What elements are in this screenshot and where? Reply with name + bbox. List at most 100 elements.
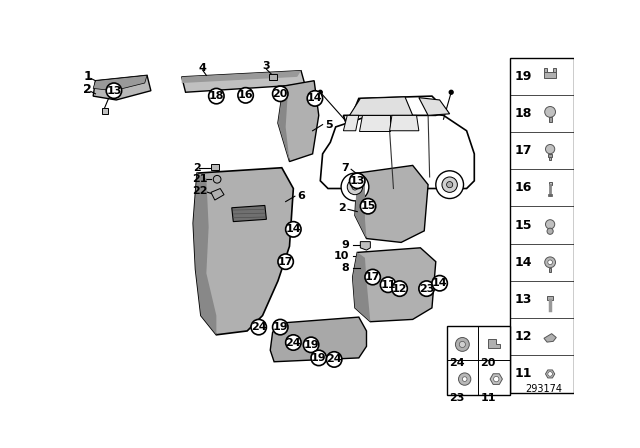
Polygon shape xyxy=(320,112,474,189)
Text: 18: 18 xyxy=(515,107,532,120)
Bar xyxy=(547,296,553,300)
Text: 17: 17 xyxy=(365,272,380,282)
Text: 19: 19 xyxy=(303,340,319,350)
Polygon shape xyxy=(93,75,151,100)
Polygon shape xyxy=(419,98,450,116)
Circle shape xyxy=(545,107,556,117)
Text: 24: 24 xyxy=(449,358,465,368)
Bar xyxy=(269,74,277,80)
Bar xyxy=(548,117,552,122)
Text: 17: 17 xyxy=(278,257,293,267)
Text: 2: 2 xyxy=(83,83,92,96)
Bar xyxy=(511,58,575,392)
Circle shape xyxy=(548,372,552,376)
Circle shape xyxy=(447,181,452,188)
Circle shape xyxy=(436,171,463,198)
Bar xyxy=(548,182,552,185)
Text: 14: 14 xyxy=(432,278,447,288)
Circle shape xyxy=(360,198,376,214)
Circle shape xyxy=(545,220,555,229)
Circle shape xyxy=(209,88,224,104)
Polygon shape xyxy=(355,173,367,238)
Polygon shape xyxy=(278,86,289,162)
Polygon shape xyxy=(488,339,500,348)
Text: 6: 6 xyxy=(297,191,305,201)
Circle shape xyxy=(307,91,323,106)
Bar xyxy=(211,164,219,170)
Text: 12: 12 xyxy=(515,330,532,343)
Polygon shape xyxy=(211,189,224,200)
Circle shape xyxy=(348,179,363,195)
Polygon shape xyxy=(360,241,371,250)
Bar xyxy=(549,268,551,272)
Polygon shape xyxy=(93,75,147,90)
Polygon shape xyxy=(353,248,436,322)
Text: 4: 4 xyxy=(198,63,207,73)
Text: 2: 2 xyxy=(338,203,346,213)
Text: 14: 14 xyxy=(307,94,323,103)
Bar xyxy=(447,326,509,395)
Circle shape xyxy=(449,90,453,94)
Bar xyxy=(548,154,552,157)
Text: 11: 11 xyxy=(515,367,532,380)
Circle shape xyxy=(493,376,499,382)
Circle shape xyxy=(278,254,293,269)
Text: 14: 14 xyxy=(515,256,532,269)
Circle shape xyxy=(419,281,435,296)
Text: 23: 23 xyxy=(419,284,435,293)
Text: 19: 19 xyxy=(273,322,288,332)
Circle shape xyxy=(456,337,469,351)
Circle shape xyxy=(273,86,288,102)
Text: 8: 8 xyxy=(342,263,349,273)
Circle shape xyxy=(311,350,326,366)
Polygon shape xyxy=(544,334,556,342)
Text: 5: 5 xyxy=(325,120,333,129)
Text: 11: 11 xyxy=(380,280,396,290)
Text: 13: 13 xyxy=(515,293,532,306)
Circle shape xyxy=(349,173,365,189)
Circle shape xyxy=(318,90,322,94)
Text: 20: 20 xyxy=(481,358,496,368)
Bar xyxy=(102,108,108,114)
Text: 24: 24 xyxy=(326,354,342,365)
Text: 23: 23 xyxy=(449,392,464,403)
Polygon shape xyxy=(390,116,419,131)
Polygon shape xyxy=(232,206,266,222)
Polygon shape xyxy=(270,317,367,362)
Bar xyxy=(549,157,551,160)
Circle shape xyxy=(251,319,266,335)
Circle shape xyxy=(545,257,556,268)
Circle shape xyxy=(303,337,319,353)
Circle shape xyxy=(547,228,553,234)
Circle shape xyxy=(365,269,380,285)
Polygon shape xyxy=(193,168,293,335)
Text: 7: 7 xyxy=(341,163,349,173)
Circle shape xyxy=(545,145,555,154)
Polygon shape xyxy=(353,252,371,322)
Circle shape xyxy=(460,341,465,348)
Circle shape xyxy=(213,176,221,183)
Text: 2: 2 xyxy=(193,163,201,173)
Text: 24: 24 xyxy=(285,337,301,348)
Text: 21: 21 xyxy=(192,174,207,184)
Circle shape xyxy=(548,260,552,265)
Circle shape xyxy=(432,276,447,291)
Bar xyxy=(544,72,556,78)
Polygon shape xyxy=(278,81,319,162)
Circle shape xyxy=(458,373,471,385)
Circle shape xyxy=(285,335,301,350)
Bar xyxy=(553,68,556,72)
Text: 12: 12 xyxy=(392,284,408,293)
Text: 10: 10 xyxy=(334,250,349,260)
Circle shape xyxy=(442,177,458,192)
Text: 293174: 293174 xyxy=(525,384,562,394)
Text: 9: 9 xyxy=(342,240,349,250)
Text: 19: 19 xyxy=(515,70,532,83)
Circle shape xyxy=(341,173,369,201)
Text: 24: 24 xyxy=(251,322,266,332)
Bar xyxy=(544,68,547,72)
Text: 15: 15 xyxy=(515,219,532,232)
Polygon shape xyxy=(349,97,413,116)
Polygon shape xyxy=(490,374,502,384)
Polygon shape xyxy=(355,165,428,242)
